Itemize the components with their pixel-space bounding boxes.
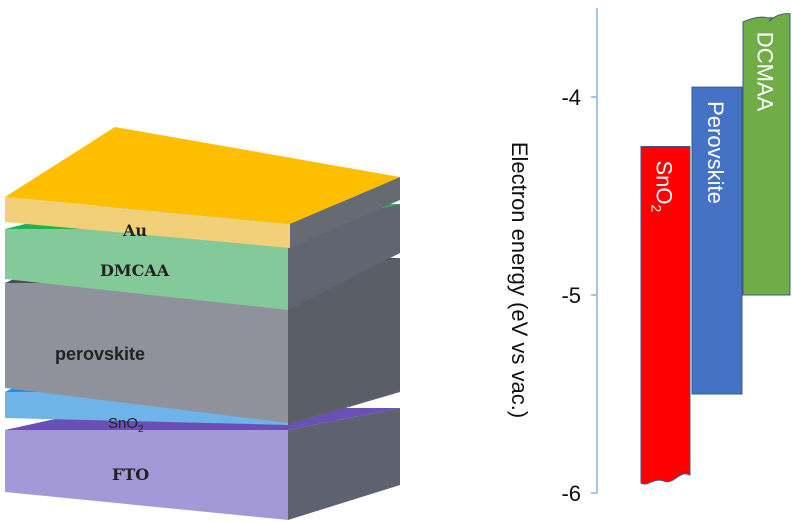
energy-bands: SnO2 Perovskite DCMAA bbox=[640, 13, 791, 485]
layer-fto-side bbox=[288, 408, 400, 520]
energy-band-label: DCMAA bbox=[753, 32, 778, 112]
layer-fto-label: FTO bbox=[112, 465, 149, 484]
layer-perovskite-side bbox=[288, 258, 400, 423]
layer-fto-front bbox=[5, 430, 288, 520]
layer-au: Au bbox=[5, 127, 400, 248]
layer-au-top bbox=[5, 127, 400, 224]
layer-au-label: Au bbox=[122, 221, 147, 240]
layer-au-side bbox=[290, 177, 400, 248]
energy-tick-label: -4 bbox=[561, 85, 581, 110]
layer-stack: FTO SnO2 perovskite DMCAA Au bbox=[5, 127, 400, 520]
layer-sno2-label: SnO2 bbox=[108, 415, 144, 435]
energy-diagram: -4 -5 -6 Electron energy (eV vs vac.) SnO2… bbox=[507, 8, 791, 506]
energy-tick-label: -6 bbox=[561, 481, 581, 506]
energy-axis-ticks: -4 -5 -6 bbox=[561, 85, 597, 506]
energy-band-label: Perovskite bbox=[703, 101, 728, 204]
energy-band-sno bbox=[640, 146, 691, 485]
layer-au-front bbox=[5, 197, 290, 248]
energy-axis-title: Electron energy (eV vs vac.) bbox=[507, 142, 532, 418]
layer-fto: FTO bbox=[5, 408, 400, 520]
energy-band-dcmaa bbox=[742, 13, 791, 296]
energy-band-perovskite bbox=[691, 86, 743, 395]
layer-perovskite-label: perovskite bbox=[55, 344, 145, 364]
layer-dmcaa-front bbox=[5, 229, 288, 310]
layer-perovskite-front bbox=[5, 283, 288, 423]
layer-dmcaa-label: DMCAA bbox=[100, 261, 170, 280]
energy-band-label: SnO2 bbox=[649, 161, 677, 213]
energy-tick-label: -5 bbox=[561, 283, 581, 308]
